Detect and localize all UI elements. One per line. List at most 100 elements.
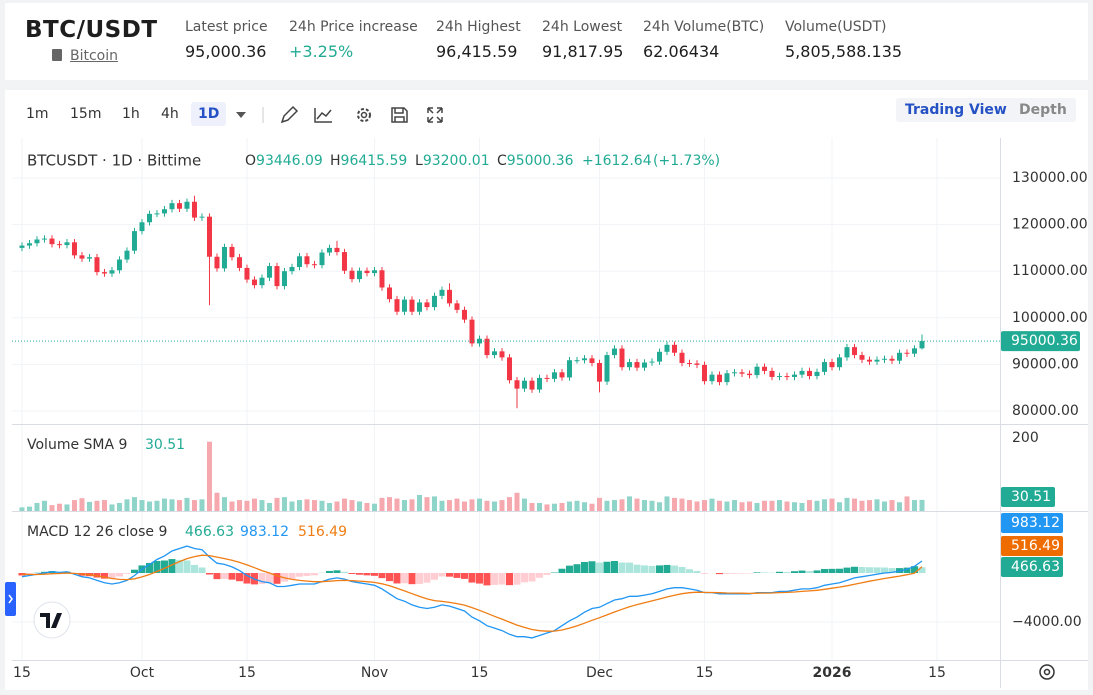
candle-body [409,299,415,312]
draw-icon[interactable] [280,105,299,124]
settings-icon[interactable] [357,108,371,122]
candle-body [536,377,542,390]
interval-button[interactable]: 1h [122,106,140,122]
interval-button[interactable]: 1m [26,106,49,122]
macd-histogram-bar [288,573,296,579]
candle-body [401,299,407,312]
interval-button[interactable]: 1D [191,102,227,126]
stat-value: 91,817.95 [542,42,624,61]
macd-histogram-bar [835,568,843,574]
volume-bar [461,501,467,511]
interval-button[interactable]: 4h [161,106,179,122]
y-tick-label: 90000.00 [1012,356,1079,372]
volume-bar [754,502,760,511]
macd-histogram-bar [400,573,408,584]
macd-histogram-bar [190,564,198,574]
candle-body [326,247,332,253]
candle-body [101,272,107,274]
volume-bar [911,500,917,511]
macd-histogram-bar [445,573,453,577]
candle-body [386,287,392,300]
volume-bar [469,499,475,511]
y-tick-label: 110000.00 [1012,263,1088,279]
volume-bar [319,500,325,511]
macd-histogram-bar [610,561,618,574]
macd-histogram-bar [235,573,243,582]
y-tick-label: 130000.00 [1012,170,1088,186]
macd-histogram-bar [678,567,686,574]
volume-bar [784,501,790,511]
volume-bar [296,500,302,511]
volume-bar [79,498,85,511]
axis-settings[interactable] [1039,664,1055,680]
macd-histogram-bar [753,572,761,574]
volume-bar [769,500,775,511]
macd-hist-value: 466.63 [185,524,234,540]
volume-bar [701,500,707,511]
candle-body [514,380,520,389]
save-icon[interactable] [391,107,408,123]
macd-histogram-bar [273,573,281,584]
candle-body [904,352,910,354]
volume-tick-label: 200 [1012,430,1039,446]
volume-bar [326,502,332,511]
volume-bar [64,504,70,511]
candle-body [529,380,535,390]
macd-histogram-bar [625,562,633,574]
volume-bar [664,496,670,511]
macd-histogram-bar [115,573,123,577]
stat-label: Volume(USDT) [785,19,887,35]
volume-tag-label: 30.51 [1011,489,1051,505]
volume-bar [499,500,505,511]
stat: Volume(USDT) 5,805,588.135 [785,19,902,61]
view-tab[interactable]: Trading View [896,98,1016,122]
macd-histogram-bar [603,561,611,574]
volume-bar [86,501,92,511]
volume-bar [619,499,625,511]
indicator-icon[interactable] [314,108,332,123]
coin-link[interactable]: Bitcoin [52,48,118,64]
candle-body [581,358,587,361]
candle-body [229,246,235,258]
volume-bar [19,507,25,511]
y-tick-label: 100000.00 [1012,310,1088,326]
candle-body [476,338,482,344]
stat-value: 95,000.36 [185,42,267,61]
macd-histogram-bar [100,573,108,579]
macd-histogram-bar [198,567,206,574]
stat-label: 24h Lowest [542,19,623,35]
volume-bar [71,500,77,511]
dropdown-caret[interactable] [236,112,246,118]
toggle-chevron [8,594,13,604]
coin-name[interactable]: Bitcoin [70,48,119,64]
macd-histogram-bar [520,573,528,583]
candle-body [574,360,580,362]
macd-dea-value: 516.49 [298,524,347,540]
tv-logo[interactable] [33,601,71,639]
side-panel-toggle[interactable] [5,582,16,616]
macd-histogram-bar [295,573,303,577]
volume-bar [109,504,115,511]
volume-bar [416,494,422,511]
macd-histogram-bar [168,559,176,574]
candle-body [469,319,475,344]
volume-bar [641,500,647,511]
volume-bar [124,499,130,511]
view-tab[interactable]: Depth [1010,98,1076,122]
stat-label: 24h Price increase [289,19,418,35]
macd-histogram-bar [213,573,221,580]
interval-button[interactable]: 15m [70,106,102,122]
stat-label: 24h Highest [436,19,521,35]
candle-body [454,303,460,310]
macd-histogram-bar [535,573,543,578]
macd-histogram-bar [843,567,851,574]
candle-body [131,231,137,251]
candle-body [191,201,197,218]
fullscreen-icon[interactable] [427,107,443,123]
last-price-tag [1001,331,1080,352]
volume-bar [536,502,542,511]
candle-body [679,352,685,363]
volume-bar [821,499,827,511]
macd-histogram-bar [333,570,341,574]
volume-bar [184,497,190,511]
